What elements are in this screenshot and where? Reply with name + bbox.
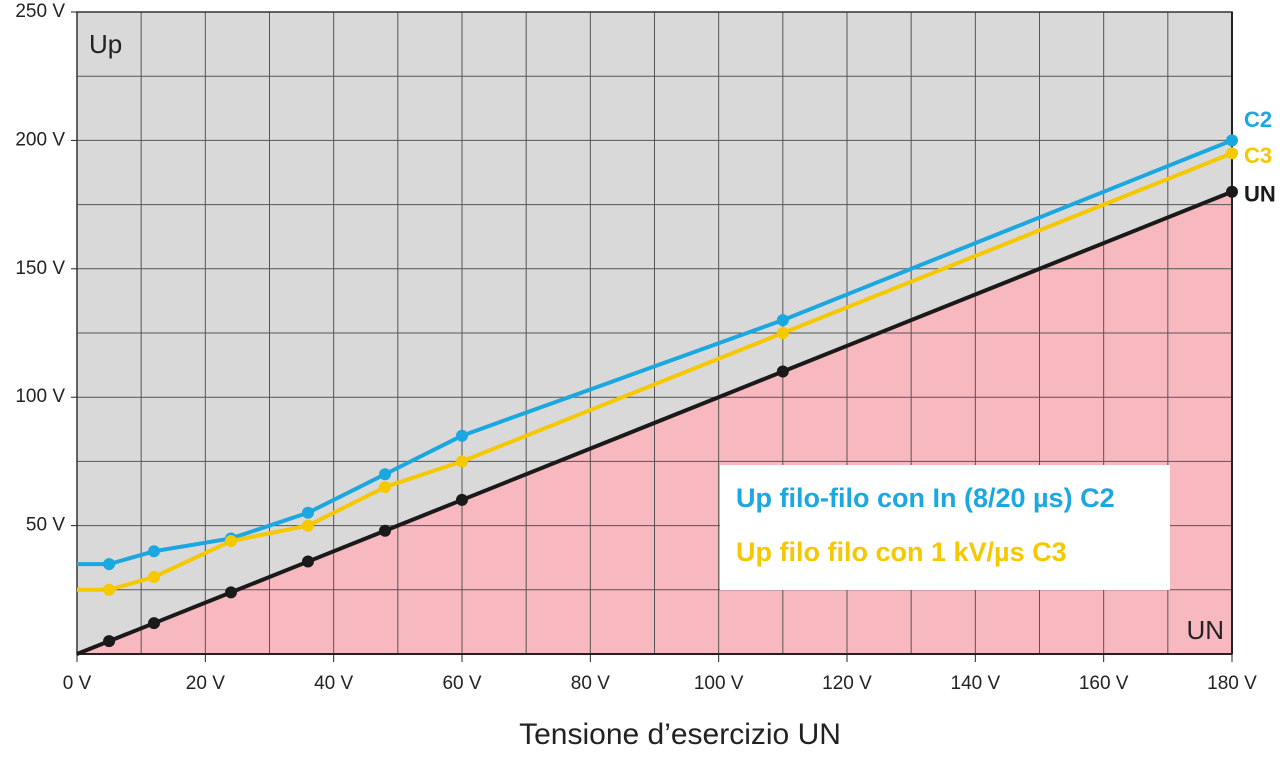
- point: [456, 493, 468, 506]
- y-tick-label: 200 V: [15, 129, 65, 150]
- point: [225, 535, 237, 548]
- legend-entry: Up filo-filo con In (8/20 µs) C2: [736, 483, 1115, 513]
- x-tick-label: 140 V: [951, 673, 1001, 694]
- y-tick-label: 100 V: [15, 386, 65, 407]
- x-tick-label: 100 V: [694, 673, 744, 694]
- point: [148, 545, 160, 558]
- point: [148, 570, 160, 583]
- point: [379, 481, 391, 494]
- x-tick-label: 40 V: [314, 673, 353, 694]
- legend-box: [720, 465, 1170, 590]
- x-tick-label: 20 V: [186, 673, 225, 694]
- point: [379, 468, 391, 481]
- point: [302, 506, 314, 519]
- point: [302, 555, 314, 568]
- corner-label: Up: [89, 29, 122, 59]
- point: [225, 586, 237, 599]
- point: [1226, 185, 1238, 198]
- point: [379, 524, 391, 537]
- y-tick-label: 150 V: [15, 258, 65, 279]
- x-tick-label: 60 V: [442, 673, 481, 694]
- point: [302, 519, 314, 532]
- x-tick-label: 80 V: [571, 673, 610, 694]
- end-label: UN: [1244, 182, 1276, 207]
- end-label: C3: [1244, 143, 1272, 168]
- x-tick-label: 0 V: [63, 673, 92, 694]
- point: [456, 429, 468, 442]
- point: [148, 617, 160, 630]
- point: [1226, 147, 1238, 160]
- point: [103, 635, 116, 648]
- corner-label: UN: [1186, 615, 1224, 645]
- end-label: C2: [1244, 107, 1272, 132]
- x-tick-label: 160 V: [1079, 673, 1129, 694]
- point: [776, 327, 789, 339]
- point: [103, 558, 116, 571]
- point: [776, 314, 789, 327]
- point: [103, 583, 116, 596]
- point: [456, 455, 468, 468]
- x-tick-label: 120 V: [822, 673, 872, 694]
- legend-entry: Up filo filo con 1 kV/µs C3: [736, 537, 1067, 567]
- point: [1226, 134, 1238, 147]
- point: [776, 365, 789, 378]
- y-tick-label: 50 V: [26, 515, 65, 536]
- x-axis-title: Tensione d’esercizio UN: [519, 718, 841, 751]
- y-tick-label: 250 V: [15, 1, 65, 22]
- x-tick-label: 180 V: [1207, 673, 1257, 694]
